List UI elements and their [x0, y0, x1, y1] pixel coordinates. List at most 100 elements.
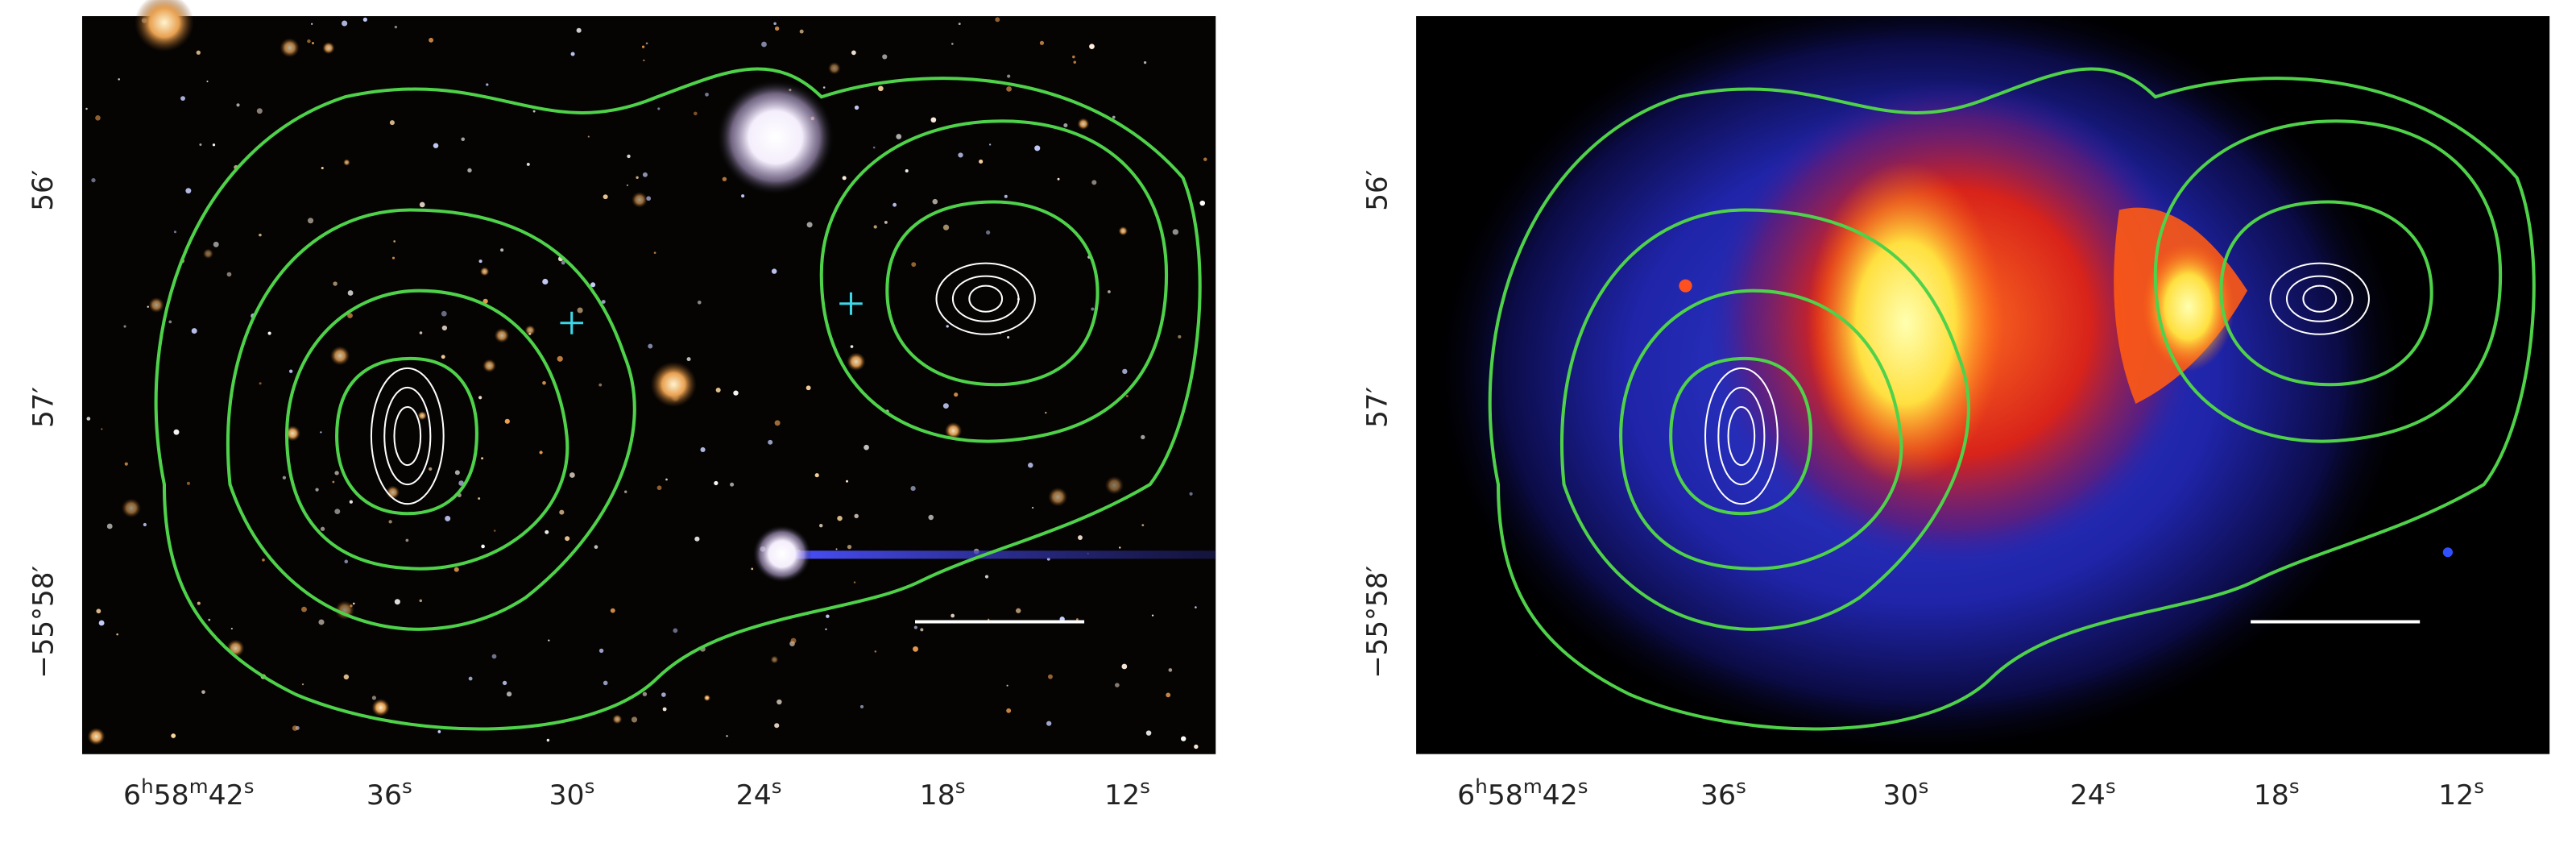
faint-source	[334, 471, 339, 475]
faint-source	[1151, 614, 1154, 617]
faint-source	[441, 355, 445, 359]
faint-source	[320, 526, 325, 531]
galaxy	[1048, 487, 1068, 507]
faint-source	[1125, 394, 1129, 397]
faint-source	[118, 78, 120, 81]
faint-source	[212, 143, 216, 147]
star-streak	[788, 550, 1216, 559]
galaxy	[847, 352, 866, 372]
faint-source	[694, 111, 698, 116]
faint-source	[186, 481, 191, 485]
faint-source	[502, 680, 507, 686]
xray-image	[1416, 16, 2550, 754]
galaxy	[284, 426, 300, 442]
faint-source	[168, 320, 172, 324]
unit: s	[2289, 774, 2300, 798]
faint-source	[1048, 674, 1053, 679]
faint-source	[197, 601, 201, 605]
galaxy	[479, 267, 490, 276]
faint-source	[458, 480, 464, 486]
faint-source	[267, 331, 271, 335]
unit: s	[772, 774, 782, 798]
unit: s	[1736, 774, 1746, 798]
number: 6	[1457, 779, 1475, 812]
faint-source	[201, 690, 205, 694]
faint-source	[344, 559, 349, 564]
faint-source	[559, 509, 565, 515]
faint-source	[905, 169, 909, 172]
faint-source	[349, 500, 353, 504]
white-contour	[370, 367, 445, 505]
faint-source	[478, 260, 482, 264]
faint-source	[565, 536, 570, 542]
faint-source	[598, 383, 603, 387]
faint-source	[1141, 524, 1145, 526]
faint-source	[984, 575, 989, 579]
faint-source	[642, 691, 648, 696]
faint-source	[642, 172, 648, 177]
faint-source	[799, 29, 804, 34]
faint-source	[557, 355, 563, 362]
bright-galaxy	[650, 361, 697, 407]
x-tick-label: 6h58m42s	[123, 774, 254, 812]
faint-source	[320, 431, 322, 434]
faint-source	[85, 107, 88, 110]
faint-source	[481, 544, 485, 549]
faint-source	[1199, 200, 1206, 206]
faint-source	[180, 96, 185, 101]
faint-source	[851, 50, 856, 56]
unit: s	[244, 774, 255, 798]
faint-source	[1121, 663, 1128, 670]
faint-source	[206, 81, 209, 83]
faint-source	[761, 41, 767, 48]
faint-source	[850, 345, 854, 348]
faint-source	[751, 567, 754, 571]
faint-source	[454, 470, 460, 475]
faint-source	[147, 305, 149, 308]
faint-source	[958, 152, 963, 158]
faint-source	[847, 545, 852, 550]
white-contour	[383, 386, 432, 486]
faint-source	[1122, 368, 1128, 375]
faint-source	[1039, 40, 1045, 45]
y-tick-label: −55°58′	[27, 566, 60, 679]
faint-source	[626, 184, 629, 187]
galaxy	[87, 728, 106, 745]
faint-source	[1006, 86, 1012, 92]
faint-source	[539, 451, 543, 455]
faint-source	[350, 604, 353, 608]
faint-source	[1141, 434, 1145, 439]
galaxy	[329, 346, 350, 366]
faint-source	[542, 380, 546, 385]
faint-source	[124, 462, 128, 466]
faint-source	[873, 225, 877, 229]
faint-source	[101, 428, 103, 430]
unit: s	[2106, 774, 2116, 798]
faint-source	[1057, 177, 1060, 181]
galaxy	[828, 61, 841, 75]
faint-source	[419, 599, 423, 603]
point-source	[1679, 279, 1692, 293]
x-tick-label: 36s	[1700, 774, 1746, 812]
faint-source	[347, 313, 353, 318]
faint-source	[601, 300, 606, 304]
faint-source	[913, 646, 918, 652]
unit: m	[1523, 774, 1543, 798]
faint-source	[859, 704, 864, 708]
white-contour	[1727, 405, 1756, 467]
faint-source	[1172, 229, 1178, 235]
faint-source	[91, 177, 96, 183]
faint-source	[433, 143, 439, 148]
faint-source	[1006, 684, 1008, 687]
faint-source	[486, 83, 489, 86]
faint-source	[954, 392, 959, 397]
faint-source	[741, 194, 745, 198]
unit: s	[402, 774, 412, 798]
number: 58	[154, 779, 189, 812]
faint-source	[394, 599, 400, 605]
faint-source	[493, 529, 496, 532]
galaxy	[612, 714, 623, 725]
galaxy	[417, 411, 427, 421]
faint-source	[1006, 708, 1012, 713]
faint-source	[312, 42, 314, 44]
